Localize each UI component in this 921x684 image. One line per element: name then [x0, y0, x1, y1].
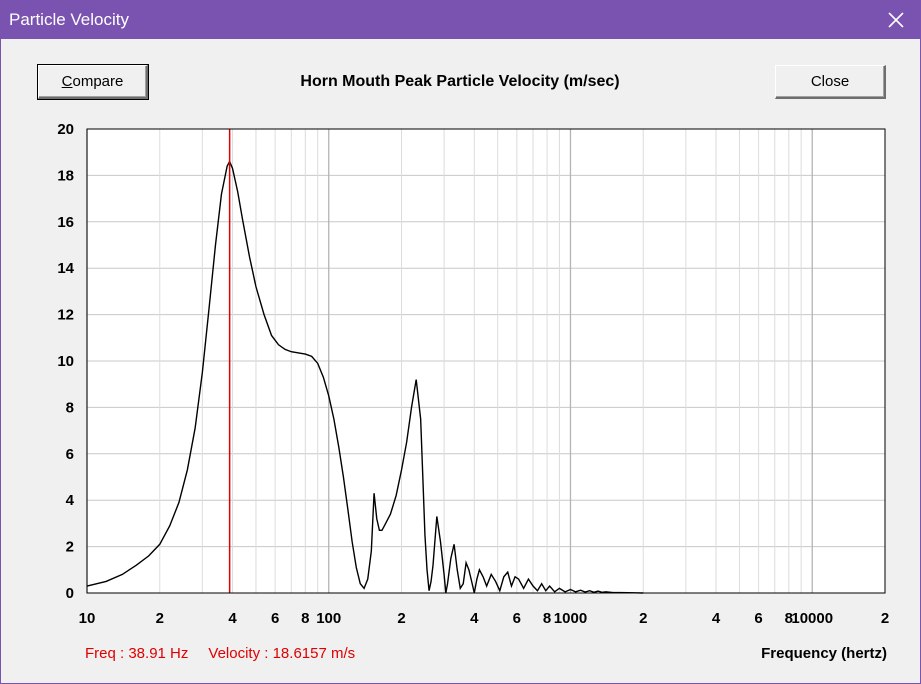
y-tick-label: 2	[66, 539, 74, 556]
compare-label-rest: ompare	[72, 73, 124, 90]
window-close-button[interactable]	[878, 5, 914, 35]
x-tick-label: 2	[156, 610, 164, 627]
y-tick-labels: 0 2 4 6 8 10 12 14 16 18 20	[57, 121, 74, 602]
x-tick-label: 6	[271, 610, 279, 627]
y-tick-label: 0	[66, 585, 74, 602]
close-button[interactable]: Close	[775, 65, 886, 99]
y-tick-label: 16	[57, 214, 74, 231]
x-tick-label: 2	[639, 610, 647, 627]
window-title: Particle Velocity	[9, 10, 129, 29]
y-tick-label: 18	[57, 167, 74, 184]
y-tick-label: 12	[57, 307, 74, 324]
chart-title: Horn Mouth Peak Particle Velocity (m/sec…	[300, 73, 620, 90]
velocity-series-line	[86, 159, 644, 594]
x-tick-label: 1000	[554, 610, 587, 627]
x-tick-label: 8	[301, 610, 309, 627]
x-tick-label: 2	[397, 610, 405, 627]
x-tick-label: 4	[712, 610, 721, 627]
x-tick-label: 8	[785, 610, 793, 627]
x-tick-label: 10000	[791, 610, 833, 627]
freq-readout: Freq : 38.91 Hz	[85, 645, 189, 662]
x-tick-label: 4	[228, 610, 237, 627]
plot-frame	[86, 128, 886, 594]
cursor-readout: Freq : 38.91 Hz Velocity : 18.6157 m/s	[85, 645, 375, 662]
x-axis-label: Frequency (hertz)	[761, 645, 887, 662]
x-tick-label: 2	[881, 610, 889, 627]
y-tick-label: 8	[66, 399, 74, 416]
y-tick-label: 4	[66, 492, 75, 509]
close-label: Close	[810, 73, 850, 90]
compare-button[interactable]: Compare	[37, 64, 149, 100]
compare-label: Compare	[62, 73, 124, 90]
x-tick-label: 10	[79, 610, 96, 627]
velocity-readout: Velocity : 18.6157 m/s	[208, 645, 356, 662]
x-tick-label: 4	[470, 610, 479, 627]
x-tick-label: 6	[513, 610, 521, 627]
y-tick-label: 6	[66, 446, 74, 463]
title-bar: Particle Velocity	[1, 1, 920, 39]
x-tick-label: 8	[543, 610, 551, 627]
compare-mnemonic: C	[61, 73, 73, 90]
y-tick-label: 20	[57, 121, 74, 138]
y-tick-label: 10	[57, 353, 74, 370]
x-tick-label: 6	[754, 610, 762, 627]
close-icon	[888, 12, 904, 28]
y-tick-label: 14	[57, 260, 74, 277]
x-tick-label: 100	[316, 610, 341, 627]
